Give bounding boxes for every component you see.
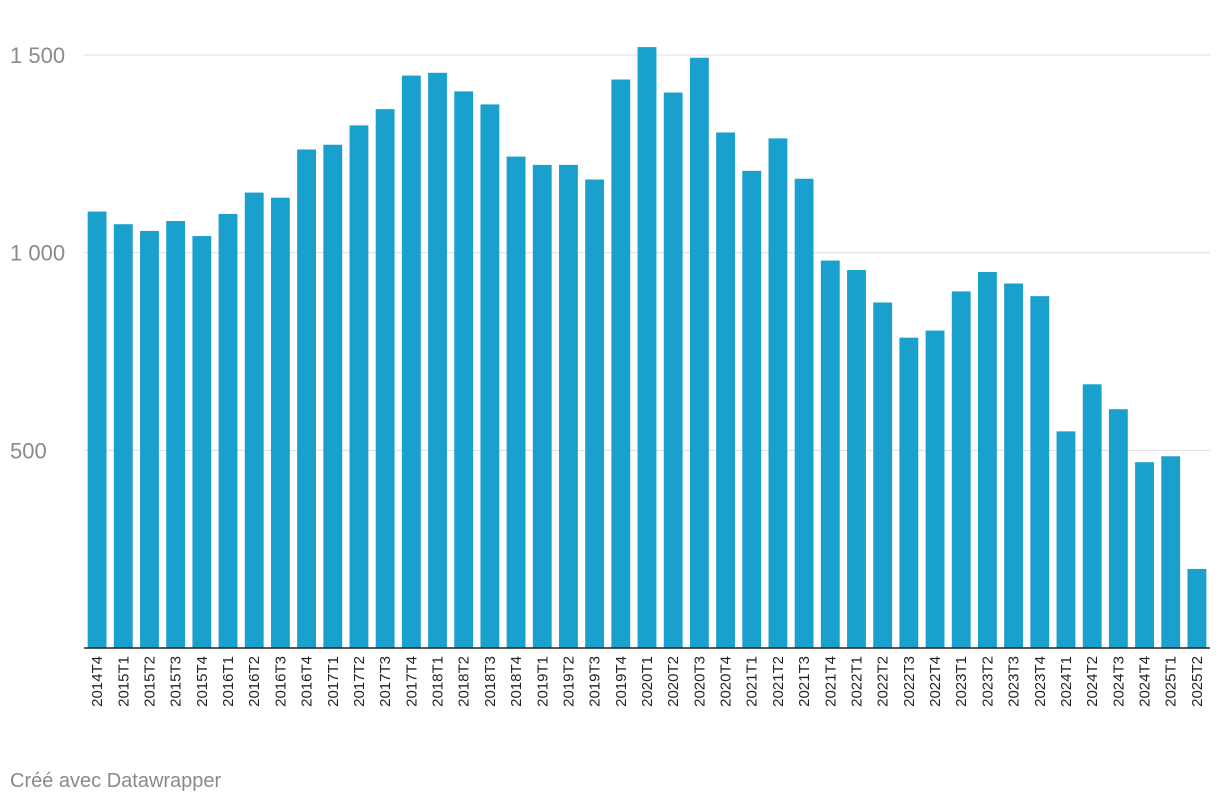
x-tick-label: 2020T3 — [691, 656, 708, 707]
axes: 500 1 000 1 500 2014T4 2015T1 2015T2 2015T3 201… — [10, 43, 1210, 707]
x-tick-label: 2019T1 — [534, 656, 551, 707]
x-tick-label: 2024T4 — [1137, 656, 1154, 707]
x-tick-label: 2015T4 — [194, 656, 211, 707]
footer-credit: Créé avec Datawrapper — [10, 770, 222, 792]
bar — [925, 330, 945, 648]
bar — [349, 125, 369, 649]
x-tick-label: 2024T2 — [1084, 656, 1101, 707]
bar — [1135, 462, 1154, 648]
x-tick-label: 2020T2 — [665, 656, 682, 707]
x-tick-label: 2019T4 — [613, 656, 630, 707]
x-tick-label: 2019T2 — [560, 656, 577, 707]
bar — [716, 132, 735, 648]
bar — [1187, 568, 1207, 648]
x-tick-label: 2025T2 — [1189, 656, 1206, 707]
x-tick-label: 2016T4 — [299, 656, 316, 707]
x-tick-label: 2022T2 — [875, 656, 892, 707]
bar — [768, 138, 788, 648]
x-tick-label: 2019T3 — [587, 656, 604, 707]
bar — [375, 109, 395, 649]
bar — [847, 270, 866, 648]
x-tick-label: 2016T3 — [272, 656, 289, 707]
x-tick-label: 2022T3 — [901, 656, 918, 707]
x-tick-label: 2015T2 — [141, 656, 158, 707]
bar — [87, 211, 107, 648]
bar — [454, 91, 474, 648]
bar — [663, 92, 683, 649]
bar — [480, 104, 500, 648]
bar — [1056, 431, 1076, 648]
x-tick-label: 2018T3 — [482, 656, 499, 707]
x-tick-label: 2023T1 — [953, 656, 970, 707]
x-tick-label: 2014T4 — [89, 656, 106, 707]
x-tick-label: 2018T2 — [456, 656, 473, 707]
x-tick-label: 2015T3 — [168, 656, 185, 707]
bar — [323, 144, 343, 648]
bar — [1004, 283, 1024, 648]
bar — [401, 75, 421, 649]
bar-chart: 500 1 000 1 500 2014T4 2015T1 2015T2 2015T3 201… — [10, 43, 1210, 707]
x-tick-label: 2021T1 — [744, 656, 761, 707]
bar — [218, 213, 238, 648]
x-tick-label: 2024T1 — [1058, 656, 1075, 707]
bar — [637, 47, 657, 649]
bar — [297, 149, 317, 648]
bar — [977, 272, 997, 648]
bar — [506, 156, 526, 649]
bars — [87, 47, 1207, 649]
x-tick-label: 2016T1 — [220, 656, 237, 707]
x-tick-label: 2015T1 — [115, 656, 132, 707]
x-tick-label: 2022T4 — [927, 656, 944, 707]
bar — [192, 236, 212, 648]
bar — [820, 260, 840, 648]
bar — [113, 224, 133, 648]
y-tick-label: 1 000 — [10, 241, 65, 266]
bar — [559, 164, 578, 649]
y-tick-label: 500 — [10, 438, 47, 463]
x-tick-label: 2016T2 — [246, 656, 263, 707]
bar — [794, 178, 814, 649]
x-tick-label: 2023T4 — [1032, 656, 1049, 707]
bar — [611, 79, 631, 648]
bar — [951, 291, 971, 648]
bar — [585, 179, 605, 648]
bar — [166, 221, 186, 649]
x-tick-label: 2017T2 — [351, 656, 368, 707]
bar — [244, 192, 264, 649]
bar — [428, 72, 447, 649]
x-tick-label: 2021T3 — [796, 656, 813, 707]
x-tick-label: 2018T4 — [508, 656, 525, 707]
bar — [1108, 409, 1128, 648]
x-tick-label: 2020T1 — [639, 656, 656, 707]
bar — [1030, 296, 1050, 648]
y-tick-label: 1 500 — [10, 43, 65, 68]
x-tick-label: 2017T3 — [377, 656, 394, 707]
bar — [873, 302, 893, 648]
bar — [140, 230, 159, 648]
bar — [1161, 456, 1181, 648]
bar — [899, 337, 919, 648]
bar — [270, 197, 290, 648]
x-tick-label: 2025T1 — [1163, 656, 1180, 707]
x-tick-label: 2021T4 — [822, 656, 839, 707]
x-tick-label: 2021T2 — [770, 656, 787, 707]
x-tick-label: 2023T2 — [979, 656, 996, 707]
x-tick-label: 2024T3 — [1110, 656, 1127, 707]
bar — [742, 170, 762, 648]
bar — [1082, 384, 1102, 648]
bar — [689, 57, 709, 648]
x-tick-label: 2017T1 — [325, 656, 342, 707]
x-tick-label: 2022T1 — [848, 656, 865, 707]
x-tick-label: 2017T4 — [403, 656, 420, 707]
x-tick-label: 2023T3 — [1006, 656, 1023, 707]
bar — [532, 164, 552, 649]
x-tick-label: 2018T1 — [430, 656, 447, 707]
x-tick-label: 2020T4 — [718, 656, 735, 707]
